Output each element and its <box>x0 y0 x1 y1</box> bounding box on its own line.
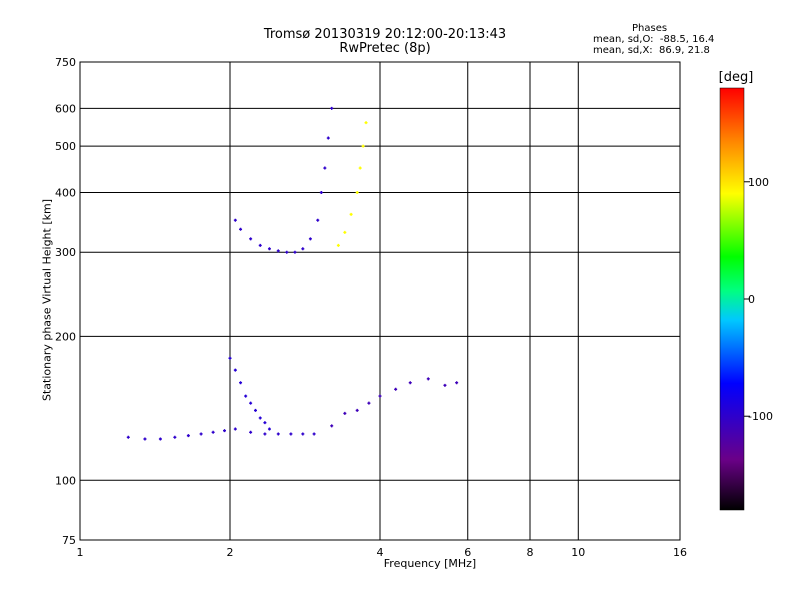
data-point <box>239 227 243 231</box>
data-point <box>258 416 262 420</box>
colorbar-tick-label: 100 <box>748 176 769 189</box>
data-point <box>276 432 280 436</box>
data-point <box>267 427 271 431</box>
data-point <box>289 432 293 436</box>
phases-x-mode: mean, sd,X: 86.9, 21.8 <box>593 45 710 56</box>
colorbar <box>719 87 745 511</box>
data-points <box>126 106 459 441</box>
y-tick-label: 600 <box>55 102 76 115</box>
data-point <box>228 356 232 360</box>
data-point <box>323 166 327 170</box>
data-point <box>285 250 289 254</box>
data-point <box>276 249 280 253</box>
y-tick-label: 200 <box>55 330 76 343</box>
data-point <box>316 218 320 222</box>
y-axis-label: Stationary phase Virtual Height [km] <box>40 198 54 402</box>
data-point <box>308 237 312 241</box>
data-point <box>301 432 305 436</box>
x-tick-label: 2 <box>227 546 234 559</box>
grid-lines <box>80 62 680 540</box>
data-point <box>199 432 203 436</box>
data-point <box>253 408 257 412</box>
data-point <box>263 432 267 436</box>
data-point <box>355 190 359 194</box>
data-point <box>326 136 330 140</box>
data-point <box>239 381 243 385</box>
data-point <box>364 121 368 125</box>
y-tick-label: 750 <box>55 56 76 69</box>
x-tick-label: 1 <box>77 546 84 559</box>
data-point <box>443 383 447 387</box>
data-point <box>301 247 305 251</box>
data-point <box>126 435 130 439</box>
colorbar-tick-label: 0 <box>748 293 755 306</box>
colorbar-ticks: 100 0 -100 <box>744 176 773 423</box>
x-tick-label: 4 <box>377 546 384 559</box>
data-point <box>263 421 267 425</box>
data-point <box>293 250 297 254</box>
chart-title: Tromsø 20130319 20:12:00-20:13:43 <box>263 27 507 42</box>
data-point <box>319 190 323 194</box>
data-point <box>455 381 459 385</box>
data-point <box>173 435 177 439</box>
y-tick-label: 100 <box>55 474 76 487</box>
x-axis-label: Frequency [MHz] <box>383 557 477 570</box>
data-point <box>394 387 398 391</box>
data-point <box>158 437 162 441</box>
data-point <box>355 408 359 412</box>
data-point <box>249 237 253 241</box>
x-tick-label: 16 <box>673 546 687 559</box>
chart-subtitle: RwPretec (8p) <box>339 41 431 56</box>
data-point <box>378 394 382 398</box>
data-point <box>244 394 248 398</box>
data-point <box>233 427 237 431</box>
data-point <box>426 377 430 381</box>
axis-ticks: 1 2 4 6 8 10 16 75 100 200 300 400 500 600 750 <box>55 56 687 559</box>
data-point <box>349 212 353 216</box>
data-point <box>330 106 334 110</box>
data-point <box>367 401 371 405</box>
x-tick-label: 6 <box>464 546 471 559</box>
data-point <box>223 429 227 433</box>
phases-heading: Phases <box>632 23 668 34</box>
y-tick-label: 500 <box>55 140 76 153</box>
colorbar-tick-label: -100 <box>748 410 773 423</box>
data-point <box>343 230 347 234</box>
x-tick-label: 8 <box>527 546 534 559</box>
data-point <box>258 243 262 247</box>
data-point <box>211 430 215 434</box>
data-point <box>330 424 334 428</box>
x-tick-label: 10 <box>571 546 585 559</box>
data-point <box>249 401 253 405</box>
y-tick-label: 300 <box>55 246 76 259</box>
data-point <box>143 437 147 441</box>
data-point <box>233 368 237 372</box>
y-tick-label: 75 <box>62 534 76 547</box>
data-point <box>267 247 271 251</box>
phases-o-mode: mean, sd,O: -88.5, 16.4 <box>593 34 715 45</box>
data-point <box>336 243 340 247</box>
y-tick-label: 400 <box>55 186 76 199</box>
colorbar-unit-label: [deg] <box>718 70 754 85</box>
data-point <box>233 218 237 222</box>
data-point <box>343 411 347 415</box>
data-point <box>186 434 190 438</box>
data-point <box>249 430 253 434</box>
data-point <box>361 144 365 148</box>
data-point <box>312 432 316 436</box>
data-point <box>358 166 362 170</box>
data-point <box>408 381 412 385</box>
